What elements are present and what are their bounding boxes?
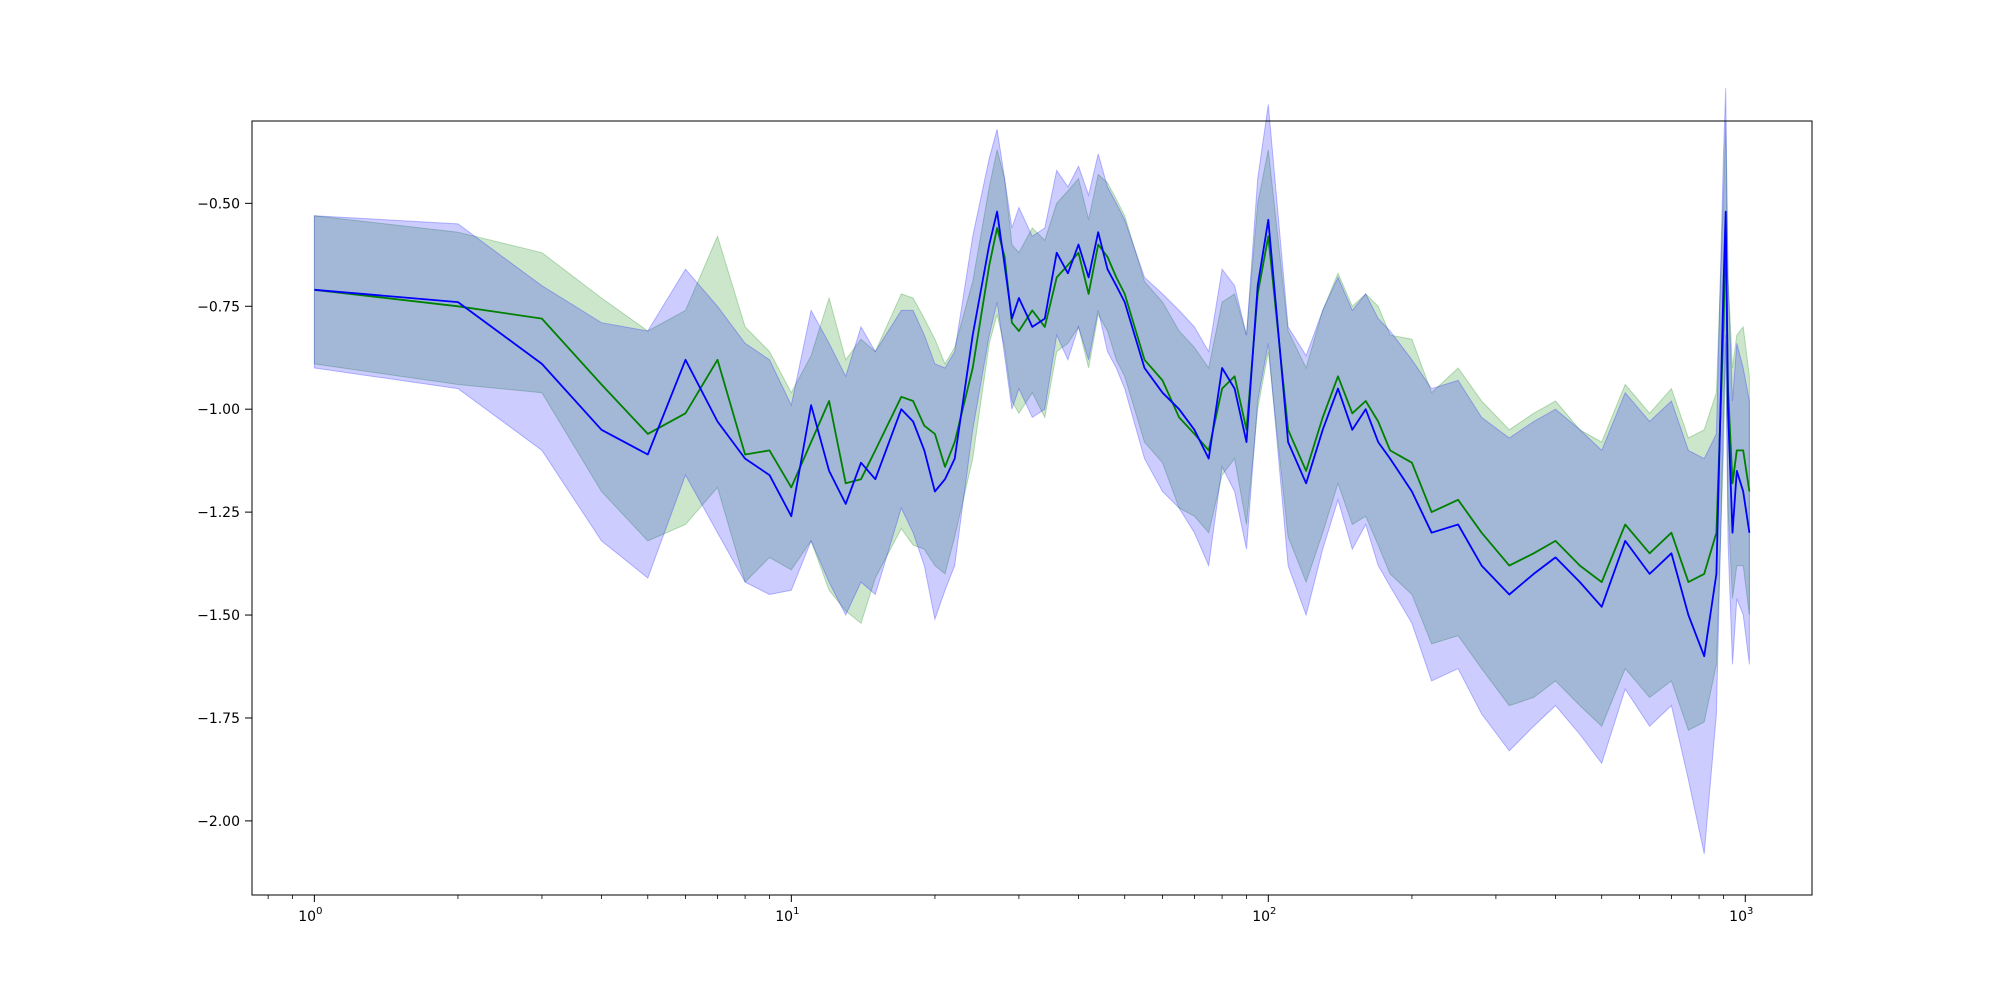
line-series-1 [314, 222, 1751, 583]
y-tick-label-0: −0.50 [197, 196, 240, 212]
y-axis: −0.50 −0.75 −1.00 −1.25 −1.50 −1.75 −2.00 [197, 196, 252, 830]
x-tick-label-3: 103 [1729, 906, 1753, 925]
line-series-2 [314, 210, 1751, 658]
x-axis: 100 101 102 103 [267, 895, 1753, 925]
x-tick-label-1: 101 [775, 906, 799, 925]
y-tick-label-2: −1.00 [197, 402, 240, 418]
y-tick-label-3: −1.25 [197, 505, 240, 521]
y-tick-label-4: −1.50 [197, 608, 240, 624]
band-series-2 [313, 88, 1750, 854]
band-series-1 [313, 120, 1750, 732]
series-lines [314, 210, 1751, 658]
y-tick-label-6: −2.00 [197, 814, 240, 830]
y-tick-label-1: −0.75 [197, 299, 240, 315]
confidence-bands [313, 88, 1750, 854]
x-tick-label-0: 100 [298, 906, 322, 925]
x-tick-label-2: 102 [1252, 906, 1276, 925]
plot-frame [251, 120, 1813, 896]
y-tick-label-5: −1.75 [197, 711, 240, 727]
